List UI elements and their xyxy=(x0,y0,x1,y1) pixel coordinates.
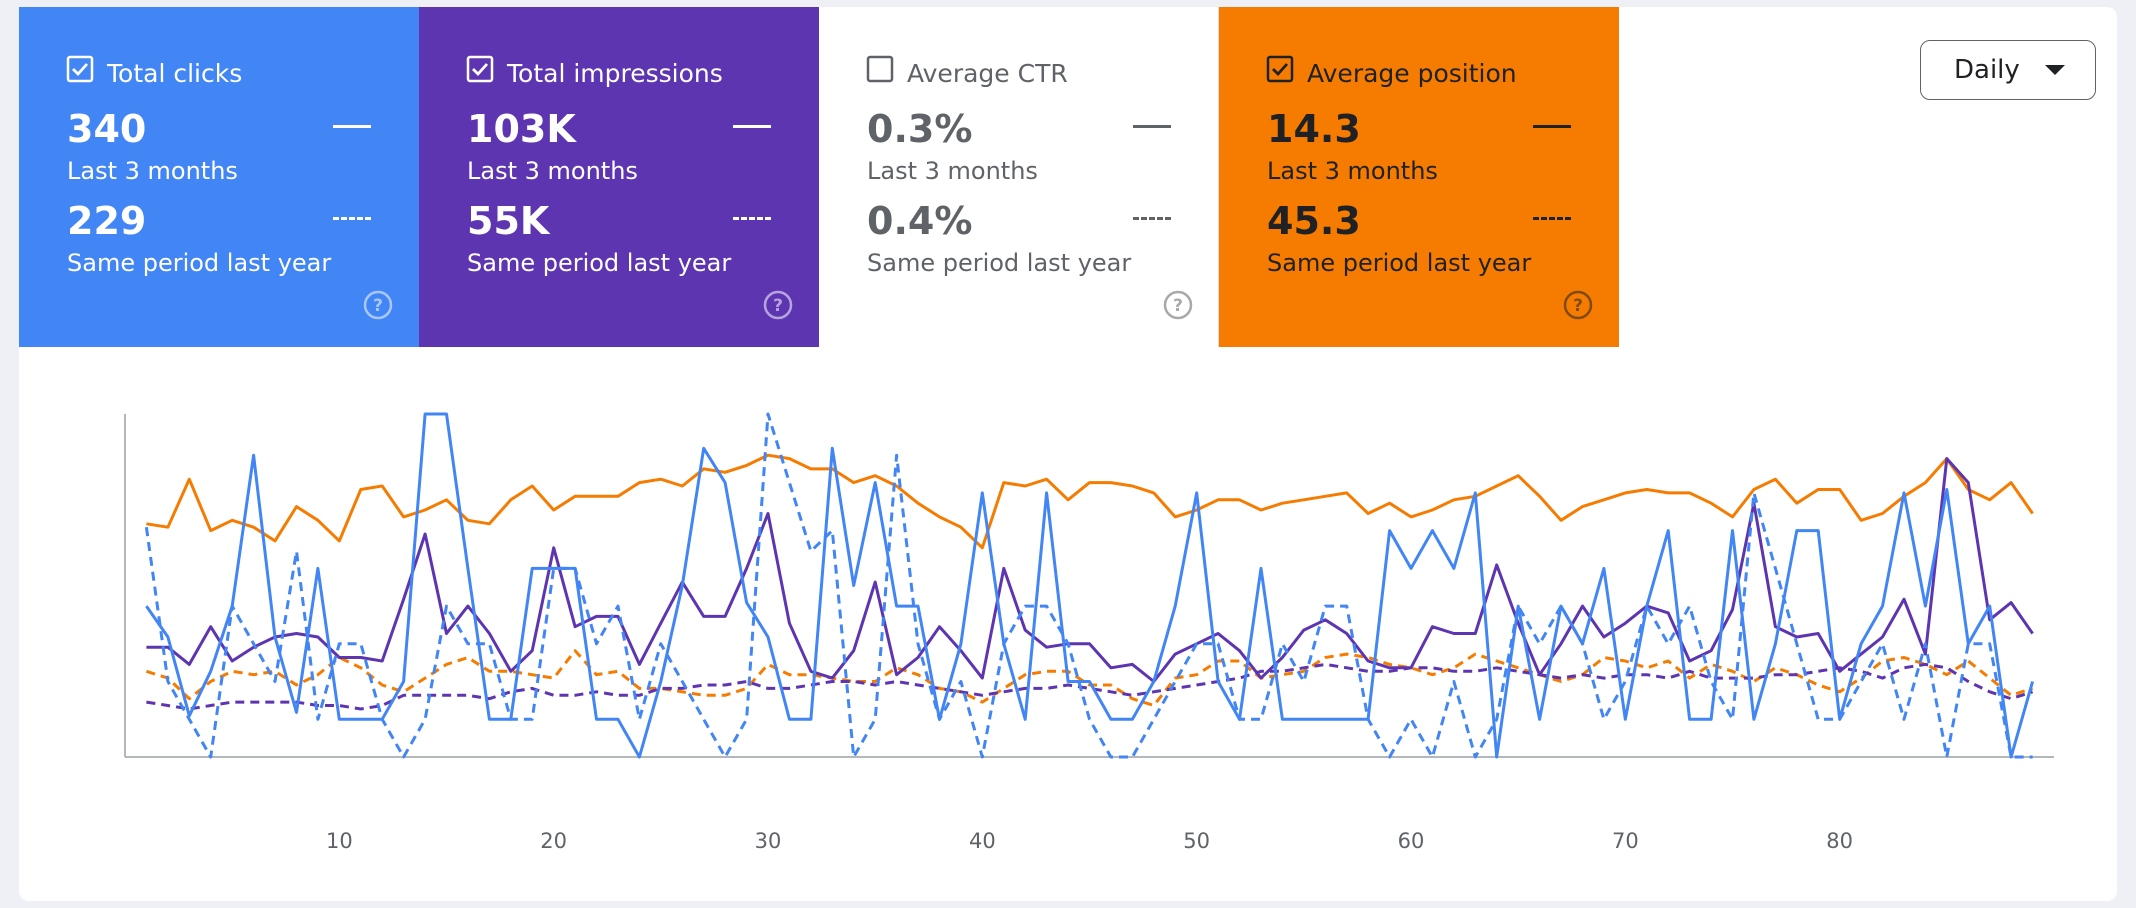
previous-value: 0.4% xyxy=(867,199,973,243)
x-tick-label: 80 xyxy=(1826,829,1853,853)
series-line xyxy=(146,662,2034,711)
metric-card[interactable]: Total impressions 103K Last 3 months 55K Sam… xyxy=(419,7,819,347)
metric-card[interactable]: Average position 14.3 Last 3 months 45.3 Sam… xyxy=(1219,7,1619,347)
dashed-line-key xyxy=(733,217,771,220)
solid-line-key xyxy=(1533,125,1571,128)
dashed-line-key xyxy=(1133,217,1171,220)
x-tick-label: 50 xyxy=(1183,829,1210,853)
help-glyph: ? xyxy=(363,290,393,320)
series-line xyxy=(144,412,2033,759)
dropdown-label: Daily xyxy=(1954,55,2020,85)
checkbox xyxy=(66,55,94,87)
solid-line-key xyxy=(333,125,371,128)
checkbox-icon xyxy=(866,55,894,83)
help-glyph: ? xyxy=(763,290,793,320)
x-tick-label: 40 xyxy=(969,829,996,853)
solid-line-key xyxy=(1133,125,1171,128)
x-tick-label: 70 xyxy=(1612,829,1639,853)
help-glyph: ? xyxy=(1563,290,1593,320)
previous-period-label: Same period last year xyxy=(67,249,332,277)
metric-value: 340 xyxy=(67,107,147,151)
help-icon[interactable]: ? xyxy=(1562,289,1594,325)
period-label: Last 3 months xyxy=(67,157,238,185)
period-label: Last 3 months xyxy=(467,157,638,185)
checkbox xyxy=(866,55,894,87)
help-icon[interactable]: ? xyxy=(362,289,394,325)
x-tick-label: 20 xyxy=(540,829,567,853)
metric-card[interactable]: Total clicks 340 Last 3 months 229 Same peri… xyxy=(19,7,419,347)
checkbox xyxy=(1266,55,1294,87)
dashed-line-key xyxy=(333,217,371,220)
help-glyph: ? xyxy=(1163,290,1193,320)
chart: 10 20 30 40 50 60 70 80 xyxy=(124,412,2054,853)
metric-value: 103K xyxy=(467,107,576,151)
previous-period-label: Same period last year xyxy=(867,249,1132,277)
previous-period-label: Same period last year xyxy=(1267,249,1532,277)
period-label: Last 3 months xyxy=(867,157,1038,185)
dropdown-arrow xyxy=(2045,65,2065,75)
x-tick-label: 10 xyxy=(326,829,353,853)
help-icon[interactable]: ? xyxy=(762,289,794,325)
metric-value: 14.3 xyxy=(1267,107,1361,151)
metric-card[interactable]: Average CTR 0.3% Last 3 months 0.4% Same per… xyxy=(819,7,1219,347)
previous-period-label: Same period last year xyxy=(467,249,732,277)
previous-value: 229 xyxy=(67,199,147,243)
interval-dropdown[interactable]: Daily xyxy=(1920,40,2096,100)
metric-label: Total clicks xyxy=(107,59,243,88)
x-tick-label: 30 xyxy=(755,829,782,853)
x-tick-label: 60 xyxy=(1398,829,1425,853)
help-icon[interactable]: ? xyxy=(1162,289,1194,325)
checkbox-icon xyxy=(66,55,94,83)
performance-panel: 10 20 30 40 50 60 70 80 Total clicks 340 Last 3 m… xyxy=(19,7,2117,901)
dashed-line-key xyxy=(1533,217,1571,220)
solid-line-key xyxy=(733,125,771,128)
series-line xyxy=(145,412,2035,759)
svg-text:?: ? xyxy=(1573,296,1583,316)
previous-value: 45.3 xyxy=(1267,199,1361,243)
metric-label: Average position xyxy=(1307,59,1517,88)
metric-label: Total impressions xyxy=(507,59,723,88)
svg-text:?: ? xyxy=(1173,296,1183,316)
checkbox xyxy=(466,55,494,87)
checkbox-icon xyxy=(466,55,494,83)
metric-value: 0.3% xyxy=(867,107,973,151)
previous-value: 55K xyxy=(467,199,550,243)
metric-label: Average CTR xyxy=(907,59,1068,88)
svg-text:?: ? xyxy=(773,296,783,316)
period-label: Last 3 months xyxy=(1267,157,1438,185)
checkbox-icon xyxy=(1266,55,1294,83)
metric-cards: Total clicks 340 Last 3 months 229 Same peri… xyxy=(19,7,1619,347)
svg-text:?: ? xyxy=(373,296,383,316)
series-line xyxy=(146,457,2034,683)
